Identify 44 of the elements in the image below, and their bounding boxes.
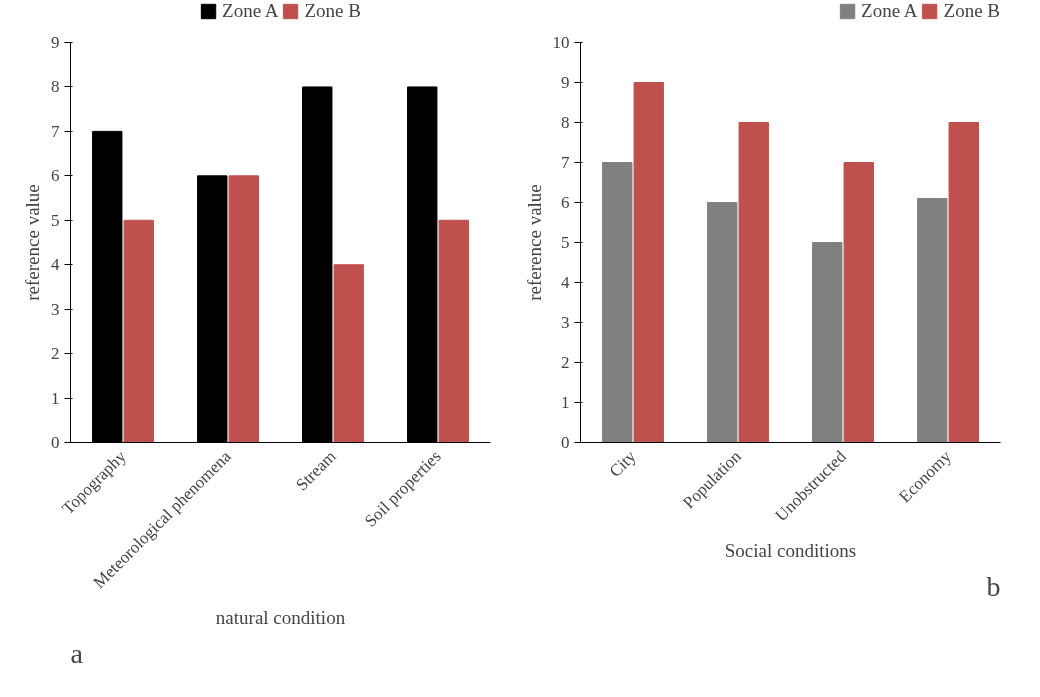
- y-tick-label: 2: [561, 353, 570, 372]
- y-tick-label: 9: [51, 33, 60, 52]
- y-tick-label: 1: [51, 388, 60, 408]
- legend-label: Zone B: [943, 0, 1000, 22]
- y-tick-label: 2: [51, 344, 60, 364]
- y-tick-label: 0: [561, 433, 570, 452]
- y-tick-label: 0: [51, 433, 60, 452]
- x-axis-title: natural condition: [215, 606, 346, 628]
- bar: [812, 242, 843, 443]
- x-axis-title: Social conditions: [724, 539, 857, 561]
- y-tick-label: 4: [51, 255, 60, 275]
- y-tick-label: 10: [552, 33, 570, 52]
- text: a: [70, 637, 84, 669]
- y-tick-label: 9: [561, 73, 570, 92]
- bar: [707, 202, 738, 443]
- y-tick-label: 8: [561, 113, 570, 132]
- y-tick-label: 6: [561, 193, 570, 212]
- y-tick-label: 3: [51, 299, 60, 319]
- y-tick-label: 7: [561, 153, 570, 172]
- y-tick-label: 7: [51, 121, 60, 141]
- y-tick-label: 5: [51, 210, 60, 230]
- bar: [438, 219, 469, 443]
- x-tick-label: City: [605, 446, 641, 481]
- bar: [917, 198, 948, 443]
- y-axis-title: reference value: [22, 184, 43, 301]
- bar: [123, 219, 154, 443]
- y-axis-title: reference value: [523, 184, 545, 301]
- legend-label: Zone B: [304, 0, 361, 22]
- bar: [633, 82, 664, 443]
- bar: [948, 122, 979, 443]
- y-tick-label: 1: [561, 393, 570, 412]
- bar: [228, 175, 259, 443]
- y-tick-label: 8: [51, 77, 60, 97]
- bar: [843, 162, 874, 443]
- bar: [333, 264, 364, 443]
- y-tick-label: 3: [561, 313, 570, 332]
- y-tick-label: 4: [561, 273, 570, 292]
- text: b: [986, 570, 1001, 602]
- legend-label: Zone A: [861, 0, 918, 22]
- y-tick-label: 5: [561, 233, 570, 252]
- bar: [738, 122, 769, 443]
- bar: [602, 162, 633, 443]
- legend-label: Zone A: [222, 0, 279, 22]
- y-tick-label: 6: [51, 166, 60, 186]
